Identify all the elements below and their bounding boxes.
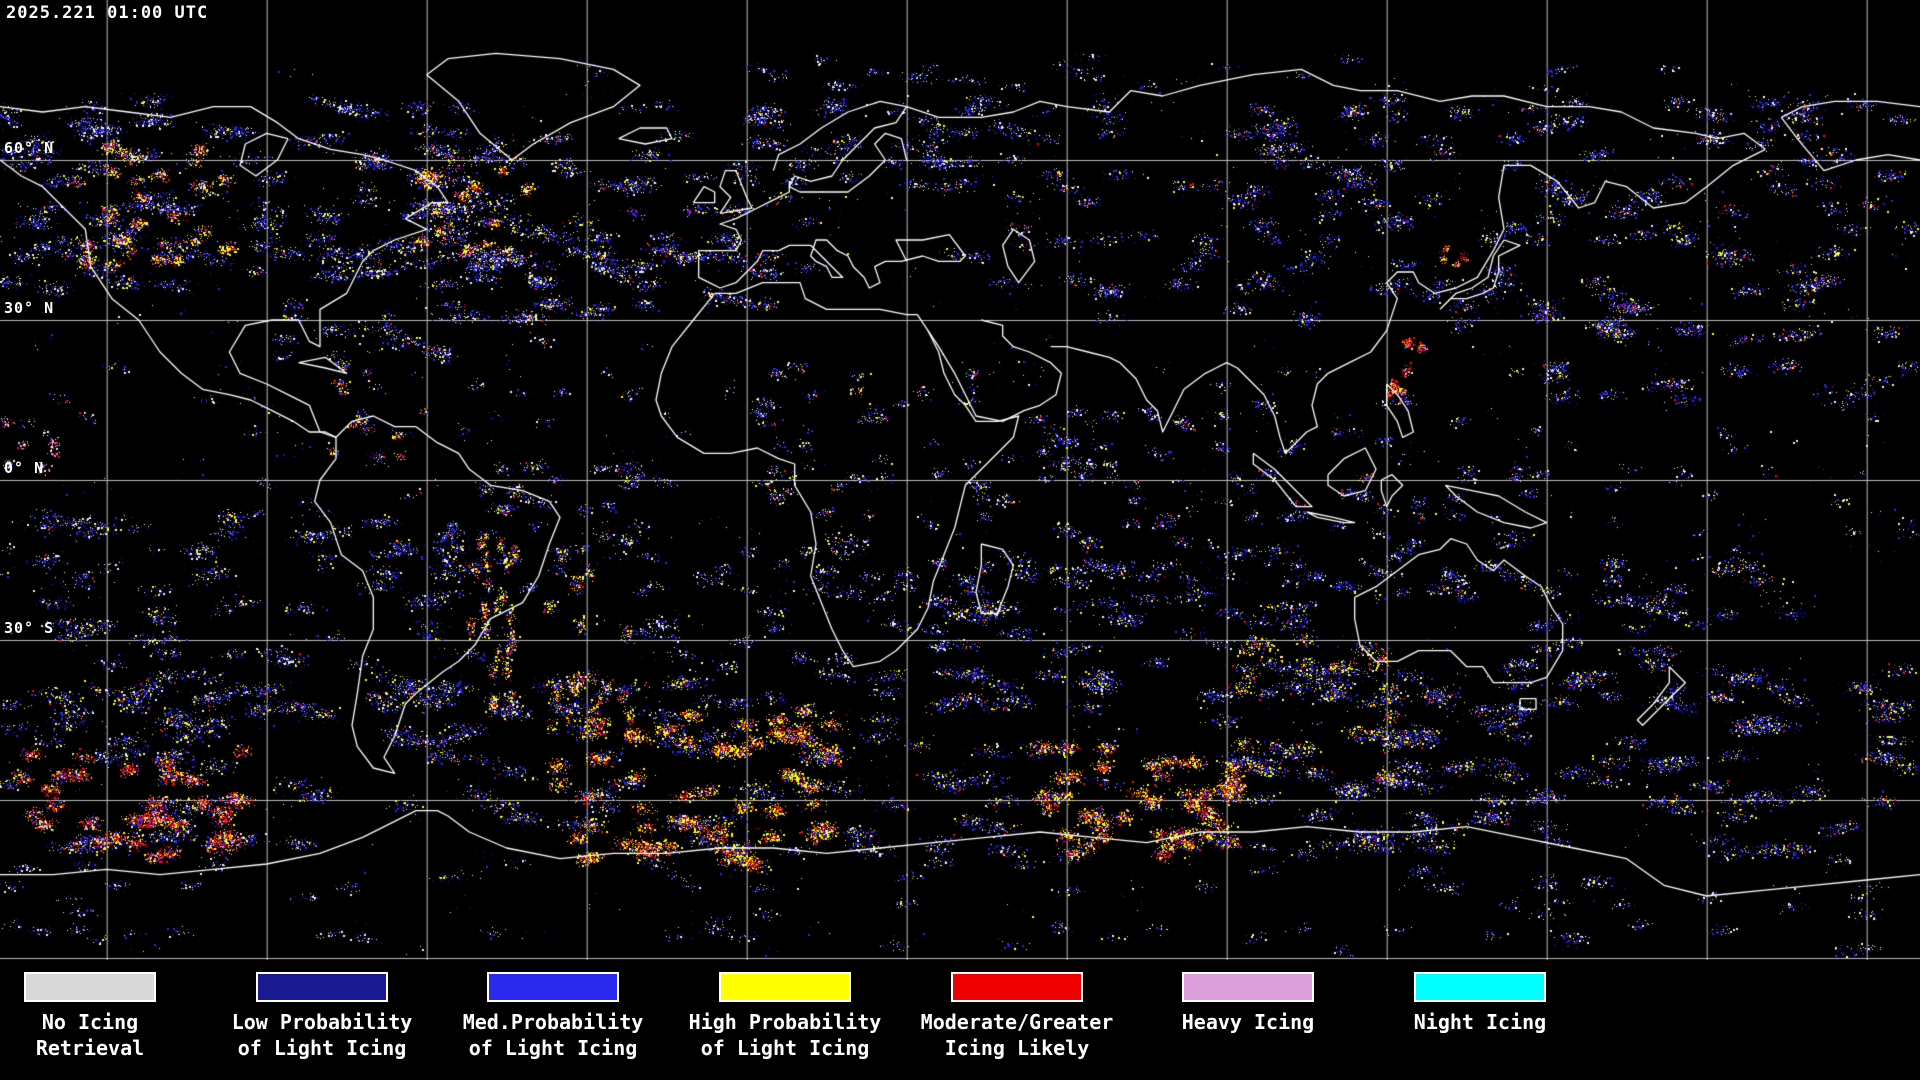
legend-swatch-low-prob xyxy=(256,972,388,1002)
legend: No Icing Retrieval Low Probability of Li… xyxy=(0,960,1920,1080)
timestamp: 2025.221 01:00 UTC xyxy=(6,3,209,23)
legend-item-night-icing: Night Icing xyxy=(1360,972,1600,1061)
legend-item-heavy-icing: Heavy Icing xyxy=(1128,972,1368,1061)
legend-item-low-prob-light-icing: Low Probability of Light Icing xyxy=(202,972,442,1061)
latitude-label: 30° N xyxy=(4,299,55,317)
latitude-label: 30° S xyxy=(4,619,55,637)
legend-label-line1: No Icing xyxy=(41,1010,139,1034)
legend-item-high-prob-light-icing: High Probability of Light Icing xyxy=(665,972,905,1061)
legend-label-line2: of Light Icing xyxy=(468,1036,638,1060)
legend-label-line1: Night Icing xyxy=(1413,1010,1547,1034)
latitude-label: 0° N xyxy=(4,459,45,477)
legend-label-line1: Med.Probability xyxy=(462,1010,644,1034)
legend-swatch-heavy-icing xyxy=(1182,972,1314,1002)
legend-label-line1: Moderate/Greater xyxy=(920,1010,1114,1034)
legend-swatch-no-icing xyxy=(24,972,156,1002)
latitude-label: 60° N xyxy=(4,139,55,157)
legend-label-line2: of Light Icing xyxy=(237,1036,407,1060)
legend-label-line2: of Light Icing xyxy=(700,1036,870,1060)
legend-swatch-moderate-greater xyxy=(951,972,1083,1002)
legend-item-moderate-greater-icing: Moderate/Greater Icing Likely xyxy=(897,972,1137,1061)
legend-label-line1: Low Probability xyxy=(231,1010,413,1034)
legend-swatch-med-prob xyxy=(487,972,619,1002)
legend-item-no-icing-retrieval: No Icing Retrieval xyxy=(0,972,210,1061)
legend-label-line2: Icing Likely xyxy=(944,1036,1090,1060)
legend-label-line1: Heavy Icing xyxy=(1181,1010,1315,1034)
legend-item-med-prob-light-icing: Med.Probability of Light Icing xyxy=(433,972,673,1061)
legend-label-line1: High Probability xyxy=(688,1010,882,1034)
legend-label-line2: Retrieval xyxy=(35,1036,145,1060)
legend-swatch-high-prob xyxy=(719,972,851,1002)
world-icing-map-canvas xyxy=(0,0,1920,960)
legend-swatch-night-icing xyxy=(1414,972,1546,1002)
